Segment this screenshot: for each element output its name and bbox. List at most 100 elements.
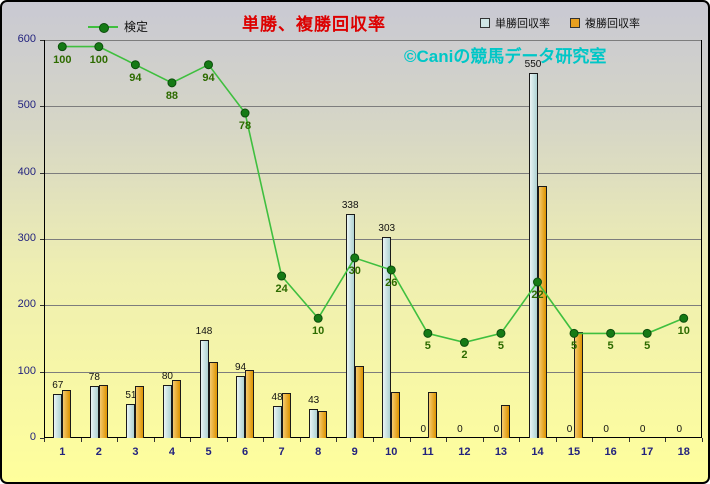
bar-value-label: 78 [88,372,100,384]
x-axis-label: 3 [132,446,139,458]
line-value-label: 5 [644,340,651,353]
line-point [94,42,104,52]
gridline [45,371,701,373]
x-axis-label: 17 [641,446,654,458]
y-tick [40,239,44,240]
bar-value-label: 0 [493,424,500,435]
x-axis-label: 5 [205,446,212,458]
x-axis-label: 7 [278,446,285,458]
bar-fukusho [208,361,218,438]
line-value-label: 10 [312,325,325,338]
gridline [45,106,701,108]
bar-fukusho [318,411,328,438]
bar-value-label: 51 [125,390,137,402]
x-axis-label: 13 [494,446,508,458]
line-point [642,328,652,338]
x-tick [153,438,155,442]
y-axis-label: 0 [29,431,36,443]
y-tick [40,371,44,373]
y-axis-label: 300 [17,232,36,244]
legend-fukusho-label: 複勝回収率 [585,18,640,30]
bar-value-label: 0 [639,424,646,435]
x-axis-label: 14 [531,446,544,458]
x-tick [702,438,703,442]
bar-value-label: 550 [524,59,542,71]
bar-tansho [382,237,392,438]
bar-tansho [89,386,99,438]
line-value-label: 24 [275,283,288,295]
bar-fukusho [245,369,255,438]
line-point [350,253,360,263]
line-point [240,108,250,118]
bar-fukusho [574,331,584,438]
bar-fukusho [62,390,72,438]
line-value-label: 5 [607,340,614,353]
line-value-label: 5 [497,340,504,353]
bar-tansho [236,375,246,438]
x-tick [665,438,667,442]
bar-tansho [309,409,319,438]
line-point [459,337,469,347]
x-tick [482,438,484,442]
line-value-label: 78 [238,120,252,133]
bar-fukusho [135,386,145,438]
legend-bars: 単勝回収率 複勝回収率 [480,15,640,31]
legend-tansho-label: 単勝回収率 [495,18,550,30]
bar-value-label: 80 [161,370,173,382]
bar-value-label: 148 [195,325,213,337]
line-value-label: 2 [461,349,468,362]
bar-tansho [528,73,538,438]
line-value-label: 10 [677,325,690,338]
gridline [45,305,701,307]
bar-tansho [345,213,355,438]
bar-fukusho [171,379,181,438]
line-point [606,328,616,338]
bar-value-label: 0 [676,424,682,435]
chart-title: 単勝、複勝回収率 [242,15,386,34]
line-value-label: 88 [165,89,179,102]
x-tick [44,438,45,442]
bar-fukusho [354,366,364,438]
line-value-label: 94 [202,71,215,84]
line-value-label: 5 [570,340,578,353]
bar-value-label: 67 [52,379,64,391]
line-point [496,328,506,338]
bar-value-label: 0 [603,424,609,435]
bar-fukusho [427,391,437,438]
bar-value-label: 338 [341,199,359,211]
y-axis-label: 200 [17,298,36,311]
x-axis-label: 18 [677,446,690,458]
y-tick [40,305,44,307]
line-point [313,313,323,323]
bar-fukusho [500,404,510,438]
bar-value-label: 0 [566,424,573,435]
line-dot-icon [99,22,109,33]
x-axis-label: 8 [315,446,322,458]
x-axis-label: 4 [168,446,175,458]
y-axis-label: 600 [17,33,36,45]
x-tick [336,438,338,442]
y-tick [40,40,44,41]
bar-value-label: 48 [271,392,283,404]
bar-tansho [162,384,172,438]
bar-value-label: 303 [378,223,396,234]
x-axis-label: 11 [422,446,434,458]
line-value-label: 26 [385,276,398,289]
line-point [204,60,213,70]
x-axis-label: 16 [604,446,617,458]
line-point [386,265,396,275]
x-axis-label: 10 [385,446,398,458]
bar-value-label: 94 [234,361,247,373]
watermark: ©Caniの競馬データ研究室 [404,47,607,66]
bar-value-label: 0 [420,424,427,435]
x-tick [299,438,301,442]
x-axis-label: 1 [59,446,66,458]
x-axis-label: 6 [241,446,249,458]
x-axis-label: 2 [95,446,102,458]
line-value-label: 30 [348,264,361,277]
line-point [167,78,177,88]
gridline [45,239,701,240]
